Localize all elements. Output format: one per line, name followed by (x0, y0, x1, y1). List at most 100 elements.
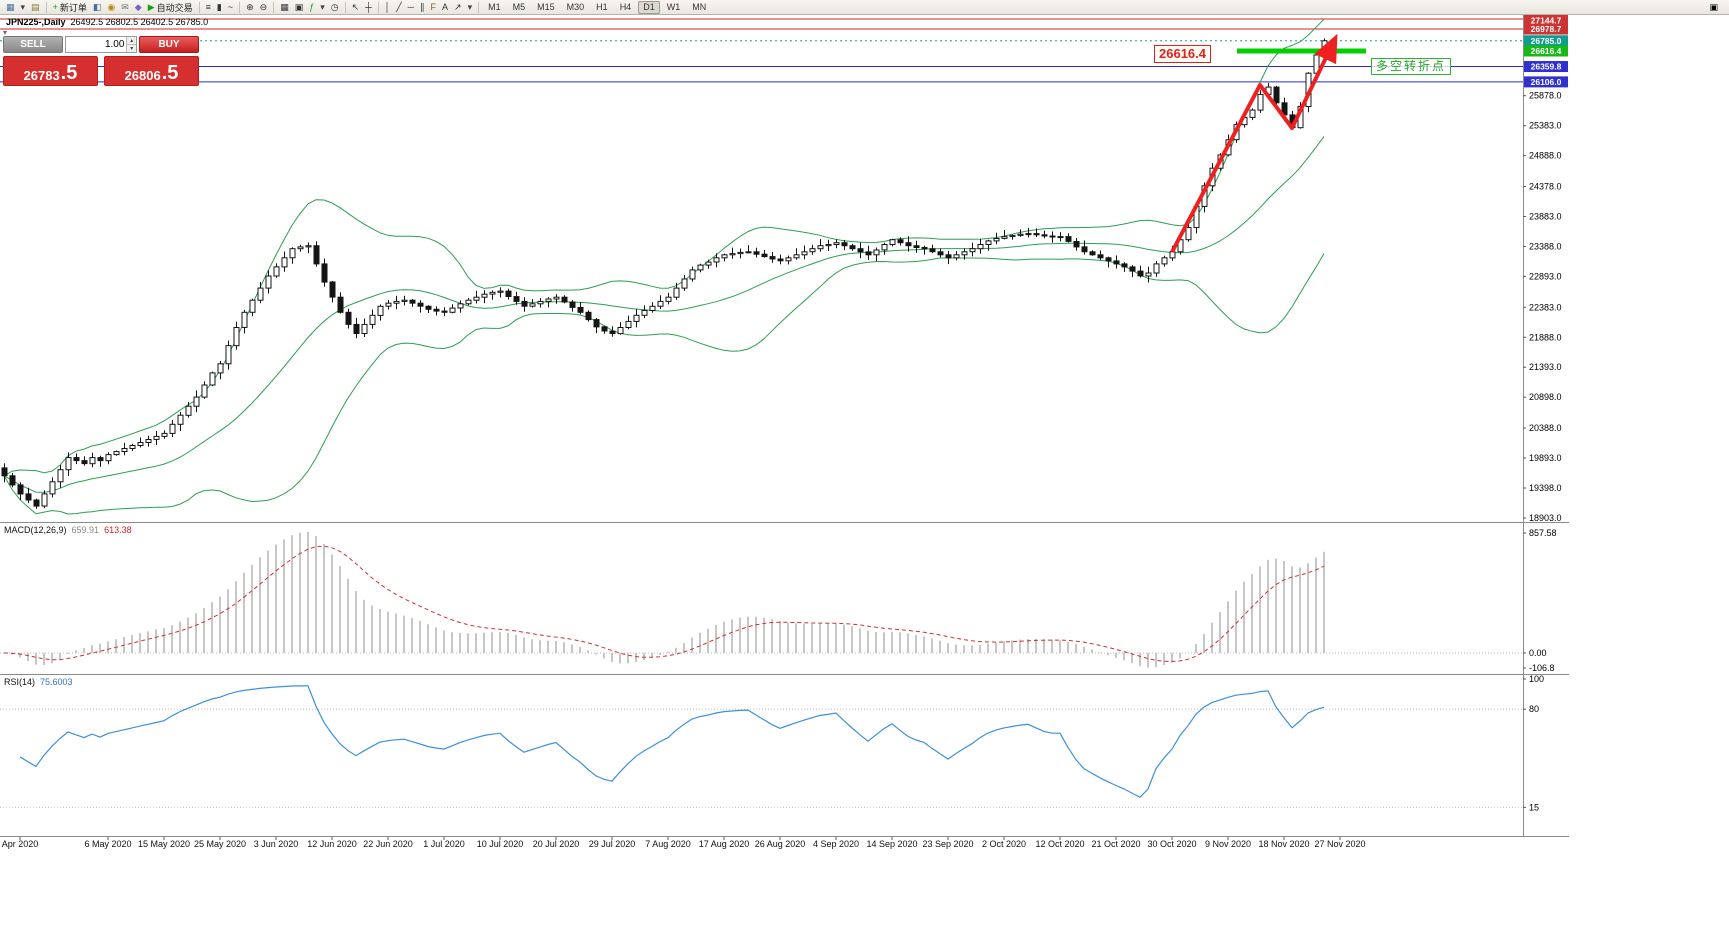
price-axis-label: 19893.0 (1529, 453, 1562, 463)
turning-point-annotation[interactable]: 多空转折点 (1371, 58, 1452, 75)
price-axis-label: 25383.0 (1529, 121, 1562, 131)
profiles-icon: ▤ (31, 1, 40, 12)
oneclick-collapse-icon[interactable]: ▾ (3, 28, 8, 37)
new-chart-icon[interactable]: ▦ (4, 1, 17, 14)
date-label: 3 Jun 2020 (254, 839, 299, 849)
toolbar-separator (45, 1, 47, 13)
price-axis-label: 20388.0 (1529, 423, 1562, 433)
fibonacci-icon[interactable]: F (429, 1, 439, 14)
equidistant-channel-icon[interactable]: ∥ (418, 1, 427, 14)
timeframe-h4-button[interactable]: H4 (619, 2, 632, 12)
date-label: 26 Aug 2020 (755, 839, 806, 849)
trend-arrow-annotation[interactable] (1170, 33, 1338, 253)
docking-toggle-icon: ▣ (1709, 1, 1718, 12)
date-label: 12 Jun 2020 (307, 839, 357, 849)
price-axis-label: 19398.0 (1529, 483, 1562, 493)
zoom-out-icon: ⊖ (259, 1, 268, 12)
volume-up-button[interactable]: ▴ (127, 37, 136, 44)
timeframe-w1-button[interactable]: W1 (666, 2, 681, 12)
price-marker-value: 27144.7 (1531, 16, 1562, 26)
volume-down-button[interactable]: ▾ (127, 44, 136, 52)
candlestick-chart-type-icon[interactable]: ▮ (215, 1, 224, 14)
arrows-icon[interactable]: ↗ (452, 1, 464, 14)
date-label: 14 Sep 2020 (866, 839, 917, 849)
market-watch-icon[interactable]: ◧ (91, 1, 104, 14)
mail-icon: ✉ (121, 1, 129, 12)
chart-window[interactable]: 25878.0 25383.0 24888.0 24378.0 23883.0 23388… (0, 15, 1729, 940)
price-marker-value: 26785.0 (1531, 36, 1562, 46)
toolbar-buttons: ▦ ▾ ▤ + 新订单 ◧ ◉ ✉ ◆ ▶ 自动交易 ≡ ▮ ~ ⊕ ⊖ ▦ ▣ ƒ ▾ ◷ ↖ ┼ │ ╱ ─ ∥ F A ↗ ▾ (3, 0, 482, 15)
expert-advisors-icon[interactable]: ◆ (133, 1, 144, 14)
buy-button[interactable]: BUY (139, 36, 199, 53)
bar-chart-type-icon[interactable]: ≡ (204, 1, 213, 14)
price-marker-value: 26106.0 (1531, 77, 1562, 87)
volume-input[interactable] (66, 37, 127, 52)
cascade-windows-icon: ▣ (294, 1, 304, 12)
autotrading-button[interactable]: ▶ 自动交易 (146, 1, 195, 14)
timeframe-m1-button[interactable]: M1 (488, 2, 501, 12)
price-annotation-label[interactable]: 26616.4 (1154, 45, 1211, 63)
new-order-button[interactable]: + 新订单 (51, 1, 89, 14)
rsi-name: RSI(14) (4, 677, 36, 687)
docking-toggle-button[interactable]: ▣ (1707, 1, 1720, 14)
price-marker-box (1524, 61, 1568, 73)
price-axis-label: 23388.0 (1529, 241, 1562, 251)
mail-icon[interactable]: ✉ (119, 1, 131, 14)
cursor-icon[interactable]: ↖ (350, 1, 362, 14)
toolbar-separator (377, 1, 379, 13)
price-marker-value: 26616.4 (1531, 46, 1562, 56)
new-order-button-icon: + (52, 1, 58, 12)
timeframe-mn-button[interactable]: MN (692, 2, 707, 12)
shapes-dropdown-icon[interactable]: ▾ (466, 1, 475, 14)
date-label: 4 Sep 2020 (813, 839, 859, 849)
timeframe-m5-button[interactable]: M5 (512, 2, 526, 12)
chart-canvas[interactable]: 25878.0 25383.0 24888.0 24378.0 23883.0 23388… (0, 15, 1729, 855)
time-axis[interactable] (0, 836, 1523, 853)
history-center-icon: ◉ (107, 1, 116, 12)
timeframe-d1-button[interactable]: D1 (638, 0, 660, 14)
chart-list-dropdown-icon[interactable]: ▾ (19, 1, 28, 14)
price-marker-value: 26978.7 (1531, 24, 1562, 34)
cascade-windows-icon[interactable]: ▣ (293, 1, 306, 14)
timeframe-m30-button[interactable]: M30 (566, 2, 585, 12)
macd-name: MACD(12,26,9) (4, 525, 67, 535)
sell-button[interactable]: SELL (3, 36, 63, 53)
periods-icon[interactable]: ◷ (329, 1, 341, 14)
buy-price-display[interactable]: 26806.5 (104, 56, 199, 86)
profiles-icon[interactable]: ▤ (29, 1, 42, 14)
tile-windows-icon[interactable]: ▦ (278, 1, 291, 14)
price-marker-box (1524, 23, 1568, 35)
indicators-icon[interactable]: ƒ (307, 1, 316, 14)
timeframe-toolbar: M1 M5 M15 M30 H1 H4 D1 W1 MN (482, 0, 712, 15)
cursor-icon: ↖ (351, 1, 360, 12)
tile-windows-icon: ▦ (280, 1, 289, 12)
line-chart-type-icon[interactable]: ~ (226, 1, 235, 14)
history-center-icon[interactable]: ◉ (105, 1, 117, 14)
macd-indicator-label: MACD(12,26,9) 659.91 613.38 (4, 525, 132, 535)
price-axis-label: 18903.0 (1529, 513, 1562, 523)
zoom-out-icon[interactable]: ⊖ (258, 1, 270, 14)
indicators-dropdown-icon[interactable]: ▾ (318, 1, 327, 14)
volume-stepper: ▴ ▾ (126, 37, 136, 52)
trendline-icon[interactable]: ╱ (394, 1, 403, 14)
price-axis[interactable] (1523, 15, 1569, 836)
bollinger-upper-band (3, 18, 1325, 477)
macd-axis-label: -106.8 (1529, 663, 1555, 673)
horizontal-line-icon[interactable]: ─ (406, 1, 416, 14)
bar-chart-type-icon: ≡ (205, 1, 211, 12)
zoom-in-icon[interactable]: ⊕ (244, 1, 256, 14)
date-label: 23 Sep 2020 (922, 839, 973, 849)
date-label: 27 Nov 2020 (1314, 839, 1365, 849)
price-axis-label: 24378.0 (1529, 182, 1562, 192)
timeframe-h1-button[interactable]: H1 (596, 2, 608, 12)
price-marker-box (1524, 76, 1568, 88)
crosshair-icon[interactable]: ┼ (363, 1, 373, 14)
macd-value-2: 613.38 (104, 525, 132, 535)
toolbar-separator (198, 1, 200, 13)
sell-price-display[interactable]: 26783.5 (3, 56, 98, 86)
buy-price-main: 26806 (124, 67, 161, 83)
vertical-line-icon[interactable]: │ (383, 1, 393, 14)
timeframe-m15-button[interactable]: M15 (537, 2, 555, 12)
text-label-icon[interactable]: A (440, 1, 450, 14)
rsi-line (19, 685, 1325, 799)
